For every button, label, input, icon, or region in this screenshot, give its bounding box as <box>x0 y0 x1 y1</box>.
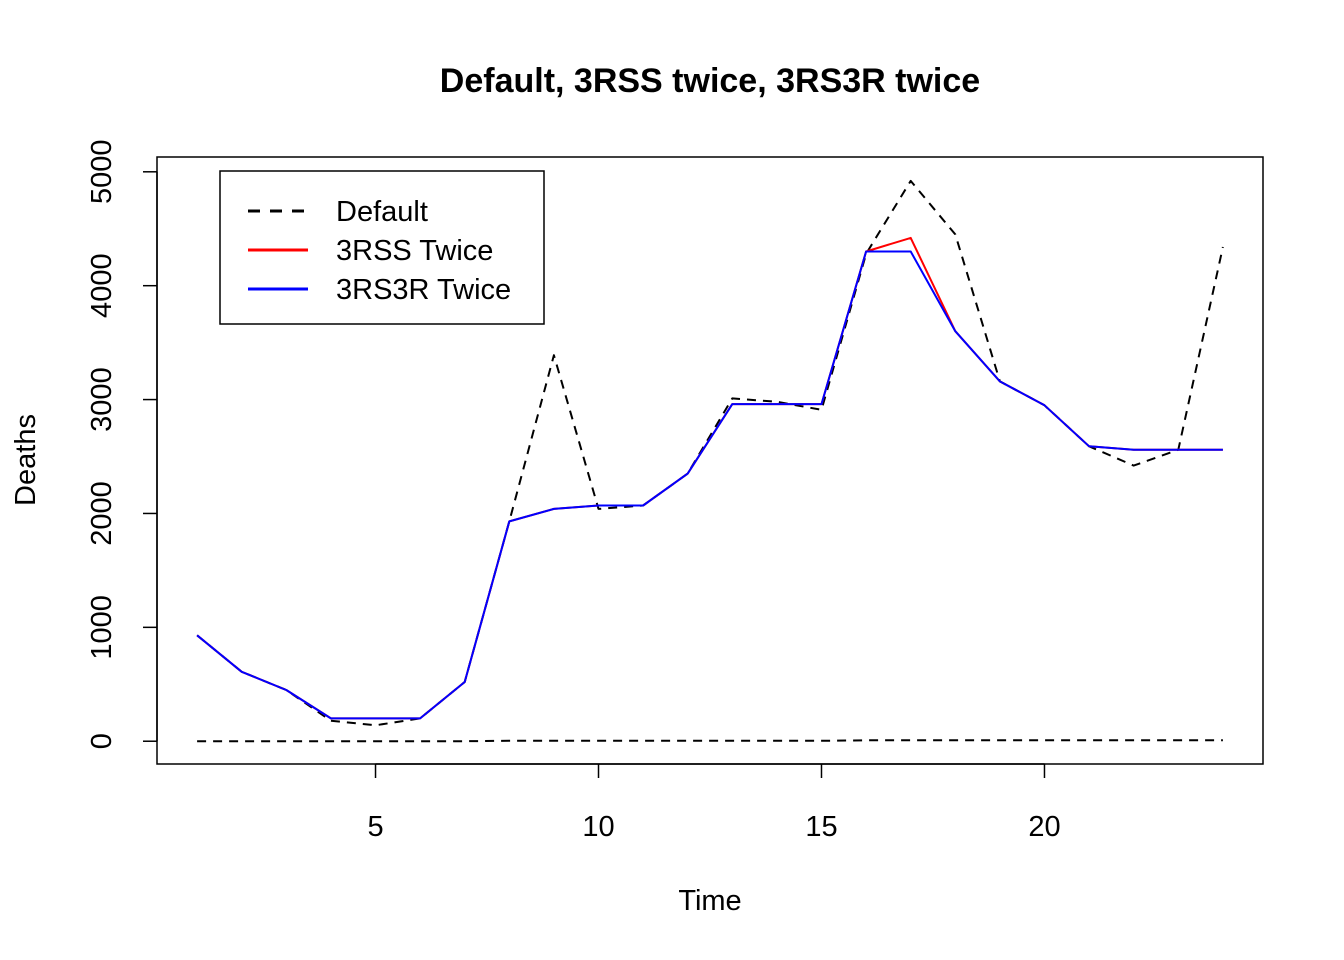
y-axis-label: Deaths <box>10 414 42 506</box>
x-tick-label: 15 <box>805 811 837 843</box>
series-line-default <box>196 179 1224 727</box>
series-line-3rs3r-twice <box>196 250 1223 720</box>
x-tick-label: 10 <box>582 811 614 843</box>
chart-title: Default, 3RSS twice, 3RS3R twice <box>440 62 980 100</box>
x-tick-label: 5 <box>367 811 383 843</box>
y-tick-label: 2000 <box>86 481 118 546</box>
series-line-default-baseline <box>197 739 1223 743</box>
legend: Default 3RSS Twice 3RS3R Twice <box>219 170 545 325</box>
series-lines <box>196 179 1224 743</box>
legend-box <box>219 170 545 325</box>
y-axis: 0 1000 2000 3000 4000 5000 <box>86 140 158 749</box>
x-axis-label: Time <box>678 885 741 917</box>
y-tick-label: 5000 <box>86 140 118 205</box>
x-axis: 5 10 15 20 <box>367 763 1061 843</box>
y-tick-label: 0 <box>86 733 118 749</box>
y-tick-label: 1000 <box>86 595 118 660</box>
legend-label: 3RS3R Twice <box>336 274 511 306</box>
legend-label: 3RSS Twice <box>336 235 493 267</box>
y-tick-label: 4000 <box>86 253 118 318</box>
y-tick-label: 3000 <box>86 367 118 432</box>
legend-label: Default <box>336 196 428 228</box>
x-tick-label: 20 <box>1028 811 1060 843</box>
